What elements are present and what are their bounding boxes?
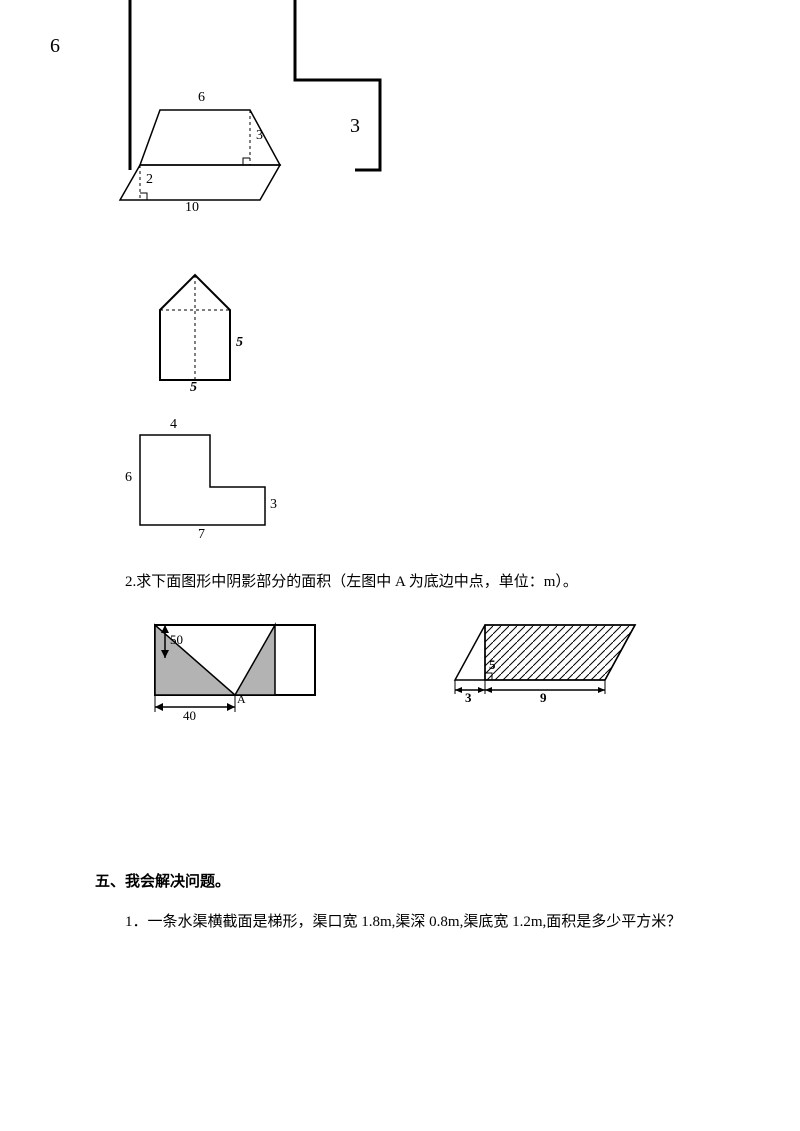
trap-label-2: 2 bbox=[146, 172, 153, 188]
hatched-label-9: 9 bbox=[540, 690, 547, 706]
pentagon-figure: 5 5 bbox=[140, 260, 260, 400]
section-5-q1: 1．一条水渠横截面是梯形，渠口宽 1.8m,渠深 0.8m,渠底宽 1.2m,面… bbox=[125, 910, 705, 934]
shaded-label-50: 50 bbox=[170, 632, 183, 648]
trap-label-10: 10 bbox=[185, 200, 199, 216]
l-label-7: 7 bbox=[198, 527, 205, 543]
hatched-label-3: 3 bbox=[465, 690, 472, 706]
question-2-text: 2.求下面图形中阴影部分的面积（左图中 A 为底边中点，单位：m）。 bbox=[125, 570, 725, 594]
hatched-label-5: 5 bbox=[489, 657, 496, 673]
shaded-triangles-figure: 50 40 A bbox=[105, 610, 335, 730]
pent-label-side: 5 bbox=[236, 335, 243, 351]
hatched-svg bbox=[445, 610, 665, 720]
shaded-label-40: 40 bbox=[183, 708, 196, 724]
trapezoid-svg bbox=[110, 90, 310, 230]
step-label-6: 6 bbox=[50, 35, 60, 58]
shaded-label-a: A bbox=[237, 692, 246, 707]
shaded-tri-svg bbox=[105, 610, 335, 730]
l-label-6: 6 bbox=[125, 470, 132, 486]
l-shape-figure: 4 6 3 7 bbox=[120, 415, 290, 545]
trap-label-3: 3 bbox=[256, 128, 263, 144]
trap-label-6: 6 bbox=[198, 90, 205, 106]
l-label-4: 4 bbox=[170, 417, 177, 433]
pent-label-bottom: 5 bbox=[190, 380, 197, 396]
hatched-figure: 5 3 9 bbox=[445, 610, 665, 720]
pentagon-svg bbox=[140, 260, 260, 400]
l-label-3: 3 bbox=[270, 497, 277, 513]
l-shape-svg bbox=[120, 415, 290, 545]
trapezoid-figure: 6 3 2 10 bbox=[110, 90, 310, 230]
step-label-3: 3 bbox=[350, 115, 360, 138]
section-5-title: 五、我会解决问题。 bbox=[95, 870, 230, 894]
